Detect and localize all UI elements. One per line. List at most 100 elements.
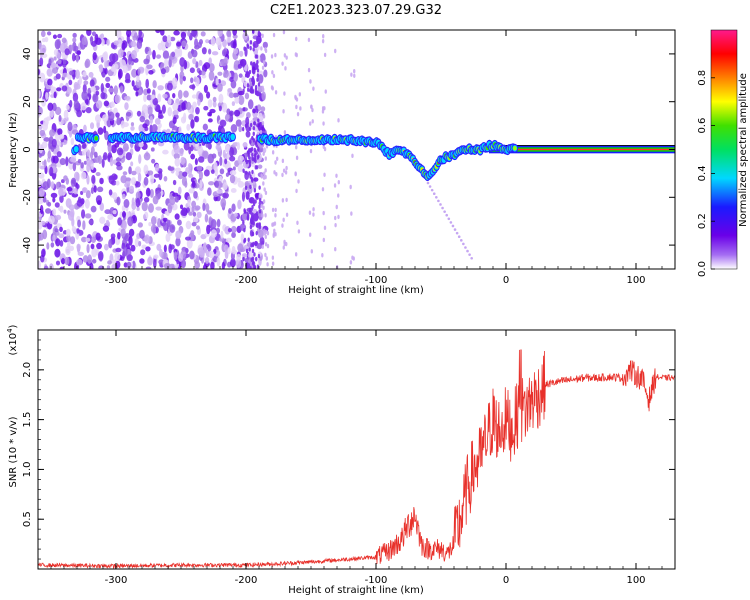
noise-blob (225, 237, 232, 243)
noise-blob (256, 108, 259, 114)
noise-blob (95, 248, 99, 256)
noise-blob (131, 197, 135, 206)
noise-blob (112, 210, 117, 215)
noise-blob (273, 221, 277, 226)
noise-blob (262, 181, 265, 186)
noise-blob (190, 118, 195, 129)
noise-blob (152, 97, 159, 106)
noise-blob (72, 162, 77, 172)
noise-blob (151, 94, 155, 100)
noise-blob (235, 258, 242, 269)
noise-blob (260, 46, 263, 51)
noise-blob (191, 206, 195, 213)
snr-x-label: Height of straight line (km) (288, 585, 424, 596)
noise-blob (274, 207, 277, 213)
noise-blob (271, 222, 274, 227)
noise-blob (241, 77, 245, 84)
noise-blob (217, 71, 223, 76)
noise-blob (83, 124, 87, 133)
noise-blob (337, 193, 340, 198)
noise-blob (42, 196, 47, 203)
noise-blob (115, 247, 122, 253)
noise-blob (244, 157, 248, 163)
noise-blob (203, 62, 211, 70)
y-tick-label: 0.5 (22, 511, 33, 527)
noise-blob (253, 147, 257, 153)
noise-blob (65, 104, 70, 110)
noise-blob (242, 168, 245, 173)
noise-blob (151, 216, 157, 226)
colorbar-tick-label: 0.4 (697, 165, 708, 181)
noise-blob (236, 253, 242, 261)
noise-blob (271, 207, 275, 213)
colorbar-tick-label: 0.2 (697, 213, 708, 229)
noise-blob (130, 126, 135, 131)
noise-blob (309, 121, 312, 126)
noise-blob (147, 170, 154, 176)
noise-blob (189, 250, 195, 260)
noise-blob (181, 101, 186, 111)
noise-blob (57, 128, 63, 136)
noise-blob (183, 90, 189, 98)
noise-blob (155, 30, 161, 34)
noise-blob (207, 187, 212, 196)
noise-blob (283, 91, 286, 96)
noise-blob (135, 197, 141, 208)
noise-blob (46, 31, 52, 36)
noise-blob (48, 215, 55, 225)
noise-blob (242, 220, 245, 225)
noise-blob (231, 101, 236, 106)
noise-blob (180, 259, 186, 269)
y-tick-label: 2.0 (22, 362, 33, 378)
noise-blob (191, 30, 198, 37)
noise-blob (95, 90, 100, 96)
noise-blob (233, 212, 238, 217)
noise-blob (108, 88, 115, 93)
noise-blob (125, 111, 132, 117)
noise-blob (93, 151, 98, 158)
noise-blob (52, 34, 57, 39)
noise-blob (179, 204, 184, 210)
noise-blob (271, 70, 274, 75)
noise-blob (38, 124, 43, 130)
noise-blob (322, 121, 325, 126)
noise-blob (281, 223, 284, 228)
noise-blob (266, 243, 270, 249)
noise-blob (322, 144, 326, 150)
noise-blob (140, 249, 146, 256)
noise-blob (116, 147, 124, 156)
noise-blob (237, 164, 244, 172)
noise-blob (41, 99, 46, 107)
noise-blob (128, 235, 133, 246)
noise-blob (38, 89, 41, 99)
noise-blob (225, 172, 230, 177)
noise-blob (219, 168, 225, 175)
noise-blob (349, 260, 353, 265)
noise-blob (249, 122, 253, 128)
noise-blob (295, 36, 298, 42)
noise-blob (102, 52, 108, 62)
noise-blob (183, 112, 187, 123)
noise-blob (84, 198, 90, 209)
noise-blob (80, 190, 84, 196)
noise-blob (120, 120, 126, 129)
noise-blob (243, 208, 246, 213)
noise-blob (150, 147, 155, 152)
noise-blob (264, 190, 268, 196)
noise-blob (128, 166, 132, 175)
noise-blob (106, 38, 110, 46)
noise-blob (252, 241, 255, 247)
noise-blob (171, 51, 176, 58)
noise-blob (92, 95, 97, 101)
noise-blob (257, 82, 261, 87)
noise-blob (246, 112, 251, 119)
noise-blob (255, 230, 258, 236)
noise-blob (153, 254, 159, 259)
noise-blob (114, 252, 121, 262)
noise-blob (147, 106, 153, 116)
noise-blob (281, 158, 285, 164)
noise-blob (136, 75, 140, 83)
noise-blob (295, 188, 298, 194)
noise-blob (50, 242, 55, 248)
